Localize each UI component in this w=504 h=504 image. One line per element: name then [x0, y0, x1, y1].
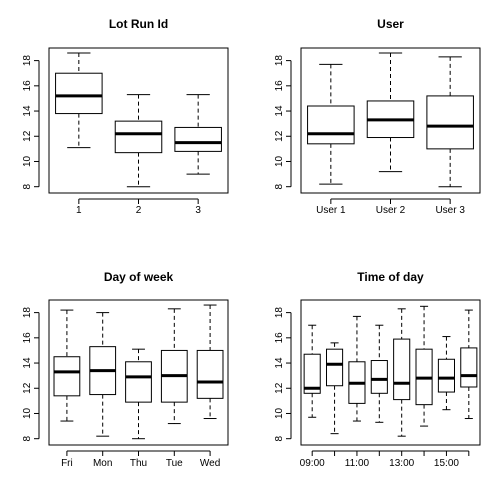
box-16:00: [460, 309, 478, 420]
box-3: [174, 94, 222, 175]
box-Mon: [89, 312, 117, 437]
x-tick-label: Tue: [166, 458, 183, 469]
box-1: [55, 52, 103, 149]
y-tick-label: 16: [274, 80, 285, 92]
plot-frame: [300, 299, 481, 446]
boxplot-panel-2: User 8 10 12 14 16 18 User 1 User 2 User 3: [274, 17, 481, 216]
box-14:00: [415, 305, 433, 427]
y-tick-label: 8: [274, 435, 285, 441]
y-tick-label: 12: [274, 130, 285, 142]
iqr-box: [114, 120, 163, 154]
x-tick-label: 15:00: [434, 458, 459, 469]
y-tick-label: 18: [22, 55, 33, 67]
plot-frame: [300, 47, 481, 194]
iqr-box: [393, 338, 411, 401]
chart-title: User: [377, 17, 404, 31]
iqr-box: [303, 353, 321, 394]
box-15:00: [437, 336, 455, 411]
x-tick-label: 11:00: [345, 458, 370, 469]
iqr-box: [307, 105, 355, 145]
y-tick-label: 16: [22, 332, 33, 344]
y-tick-label: 18: [274, 307, 285, 319]
y-tick-label: 16: [274, 332, 285, 344]
y-tick-label: 10: [274, 407, 285, 419]
box-User 1: [307, 63, 355, 185]
iqr-box: [370, 360, 388, 394]
iqr-box: [426, 95, 474, 150]
x-tick-label: User 2: [376, 205, 406, 216]
chart-title: Time of day: [357, 270, 424, 284]
x-tick-label: 3: [195, 205, 201, 216]
y-tick-label: 14: [274, 357, 285, 369]
chart-title: Lot Run Id: [109, 17, 168, 31]
box-User 3: [426, 56, 474, 188]
iqr-box: [125, 361, 152, 403]
y-tick-label: 12: [274, 382, 285, 394]
box-12:00: [370, 324, 388, 423]
y-tick-label: 14: [274, 105, 285, 117]
box-Fri: [53, 309, 81, 422]
box-11:00: [348, 315, 366, 422]
y-tick-label: 10: [274, 155, 285, 167]
box-User 2: [366, 52, 415, 173]
y-tick-label: 12: [22, 382, 33, 394]
x-tick-label: Fri: [61, 458, 73, 469]
x-tick-label: Thu: [130, 458, 147, 469]
plot-frame: [48, 299, 229, 446]
y-tick-label: 14: [22, 357, 33, 369]
x-tick-label: Mon: [93, 458, 112, 469]
chart-title: Day of week: [104, 270, 174, 284]
x-tick-label: User 1: [316, 205, 346, 216]
boxplot-panel-4: Time of day 8 10 12 14 16 18 09:00 11:00 13:00 15:…: [274, 270, 481, 469]
y-tick-label: 18: [22, 307, 33, 319]
box-Wed: [196, 304, 224, 420]
x-tick-label: User 3: [435, 205, 465, 216]
y-tick-label: 8: [274, 183, 285, 189]
iqr-box: [326, 348, 344, 387]
y-tick-label: 18: [274, 55, 285, 67]
iqr-box: [53, 356, 81, 397]
box-Thu: [125, 348, 152, 440]
iqr-box: [437, 358, 455, 393]
iqr-box: [196, 349, 224, 399]
y-tick-label: 8: [22, 435, 33, 441]
y-tick-label: 14: [22, 105, 33, 117]
y-tick-label: 10: [22, 407, 33, 419]
x-tick-label: 2: [136, 205, 142, 216]
x-tick-label: 1: [76, 205, 82, 216]
iqr-box: [174, 126, 222, 152]
x-tick-label: Wed: [200, 458, 220, 469]
y-tick-label: 16: [22, 80, 33, 92]
box-10:00: [326, 342, 344, 435]
y-tick-label: 12: [22, 130, 33, 142]
box-Tue: [160, 308, 188, 425]
box-13:00: [393, 308, 411, 437]
y-tick-label: 10: [22, 155, 33, 167]
iqr-box: [55, 72, 103, 115]
box-09:00: [303, 324, 321, 418]
x-tick-label: 13:00: [389, 458, 414, 469]
boxplot-panel-3: Day of week 8 10 12 14 16 18 Fri Mon Thu Tue Wed: [22, 270, 229, 469]
plot-frame: [48, 47, 229, 194]
box-2: [114, 94, 163, 188]
iqr-box: [460, 347, 478, 388]
x-tick-label: 09:00: [300, 458, 325, 469]
y-tick-label: 8: [22, 183, 33, 189]
